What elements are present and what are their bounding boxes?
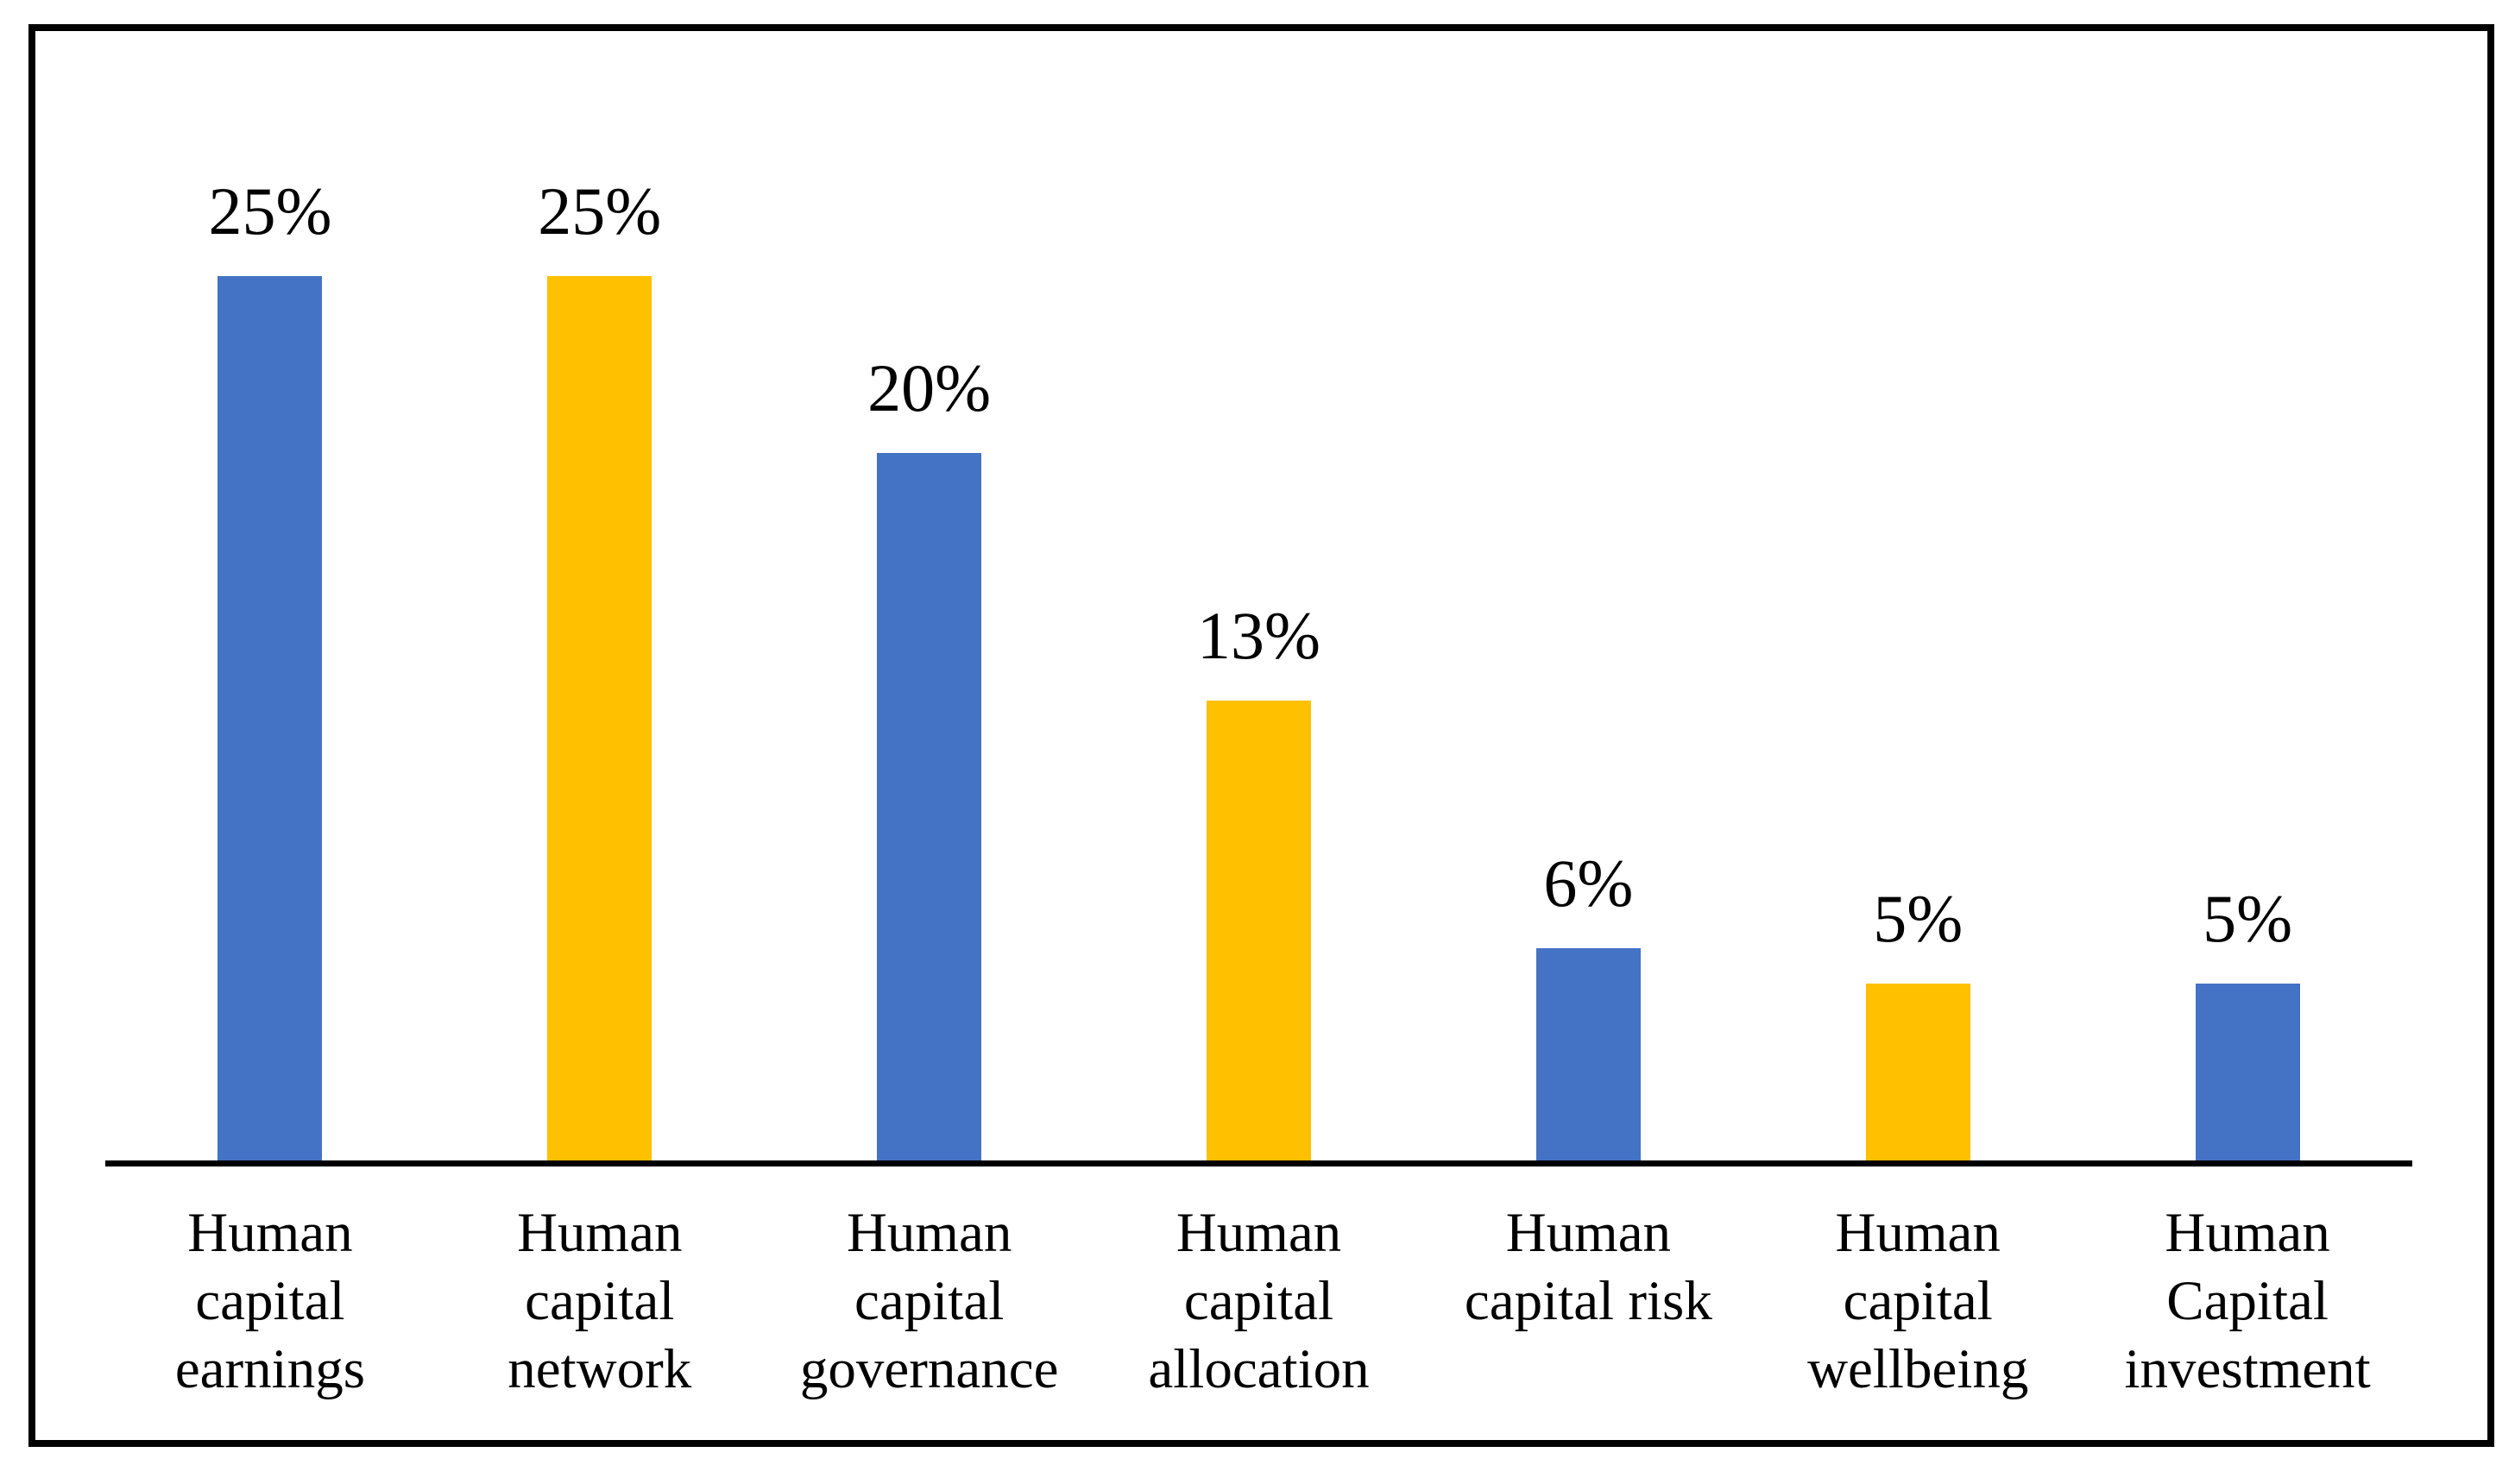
x-axis-category-label: Human capital governance — [799, 1202, 1059, 1400]
x-axis-category-label: Human capital earnings — [174, 1202, 366, 1400]
bar — [2195, 984, 2300, 1160]
bar-value-label: 25% — [208, 173, 332, 248]
bar-column: 20% — [765, 31, 1094, 1160]
bar — [1865, 984, 1970, 1160]
bar — [1535, 948, 1641, 1160]
bars-row: 25% 25% 20% 13% 6% 5% 5% — [105, 31, 2412, 1160]
category-labels-row: Human capital earnings Human capital netw… — [105, 1199, 2412, 1404]
x-axis-category-label: Human Capital investment — [2124, 1202, 2371, 1400]
bar-value-label: 5% — [2203, 881, 2293, 956]
bar — [877, 453, 982, 1160]
x-axis-line — [105, 1160, 2412, 1166]
bar — [217, 276, 323, 1160]
bar-column: 5% — [1753, 31, 2083, 1160]
x-axis-category-label: Human capital network — [507, 1202, 692, 1400]
bar-column: 5% — [2083, 31, 2412, 1160]
x-axis-category-label: Human capital wellbeing — [1807, 1202, 2029, 1400]
bar-column: 6% — [1423, 31, 1753, 1160]
bar-value-label: 20% — [867, 350, 992, 425]
bar — [1207, 701, 1311, 1160]
bar-column: 13% — [1094, 31, 1424, 1160]
bar-value-label: 6% — [1543, 846, 1634, 921]
plot-area: 25% 25% 20% 13% 6% 5% 5% Human capital earning… — [105, 31, 2412, 1440]
bar-value-label: 5% — [1873, 881, 1963, 956]
x-axis-category-label: Human capital risk — [1464, 1202, 1712, 1332]
bar-column: 25% — [105, 31, 435, 1160]
bar — [547, 276, 652, 1160]
x-axis-category-label: Human capital allocation — [1148, 1202, 1370, 1400]
bar-column: 25% — [435, 31, 765, 1160]
bar-value-label: 25% — [538, 173, 662, 248]
chart-frame: 25% 25% 20% 13% 6% 5% 5% Human capital earning… — [28, 24, 2494, 1447]
bar-value-label: 13% — [1197, 598, 1321, 673]
